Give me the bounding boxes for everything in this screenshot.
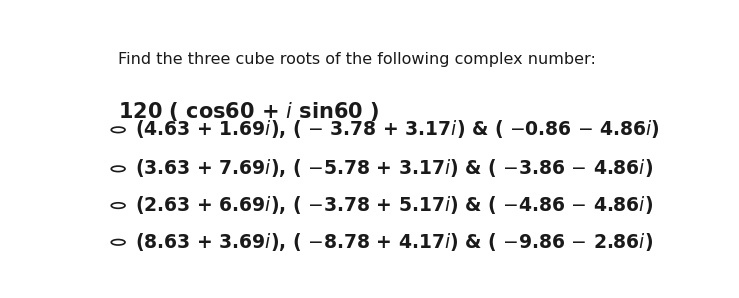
Text: (3.63 + 7.69$\it{i}$), ( $-$5.78 + 3.17$\it{i}$) & ( $-$3.86 $-$ 4.86$\it{i}$): (3.63 + 7.69$\it{i}$), ( $-$5.78 + 3.17$… (135, 157, 653, 179)
Text: (8.63 + 3.69$\it{i}$), ( $-$8.78 + 4.17$\it{i}$) & ( $-$9.86 $-$ 2.86$\it{i}$): (8.63 + 3.69$\it{i}$), ( $-$8.78 + 4.17$… (135, 231, 653, 253)
Text: Find the three cube roots of the following complex number:: Find the three cube roots of the followi… (118, 52, 596, 67)
Text: (4.63 + 1.69$\it{i}$), ( $-$ 3.78 + 3.17$\it{i}$) & ( $-$0.86 $-$ 4.86$\it{i}$): (4.63 + 1.69$\it{i}$), ( $-$ 3.78 + 3.17… (135, 118, 660, 140)
Text: (2.63 + 6.69$\it{i}$), ( $-$3.78 + 5.17$\it{i}$) & ( $-$4.86 $-$ 4.86$\it{i}$): (2.63 + 6.69$\it{i}$), ( $-$3.78 + 5.17$… (135, 194, 653, 216)
Text: 120 ( cos60 + $\it{i}$ sin60 ): 120 ( cos60 + $\it{i}$ sin60 ) (118, 100, 380, 123)
